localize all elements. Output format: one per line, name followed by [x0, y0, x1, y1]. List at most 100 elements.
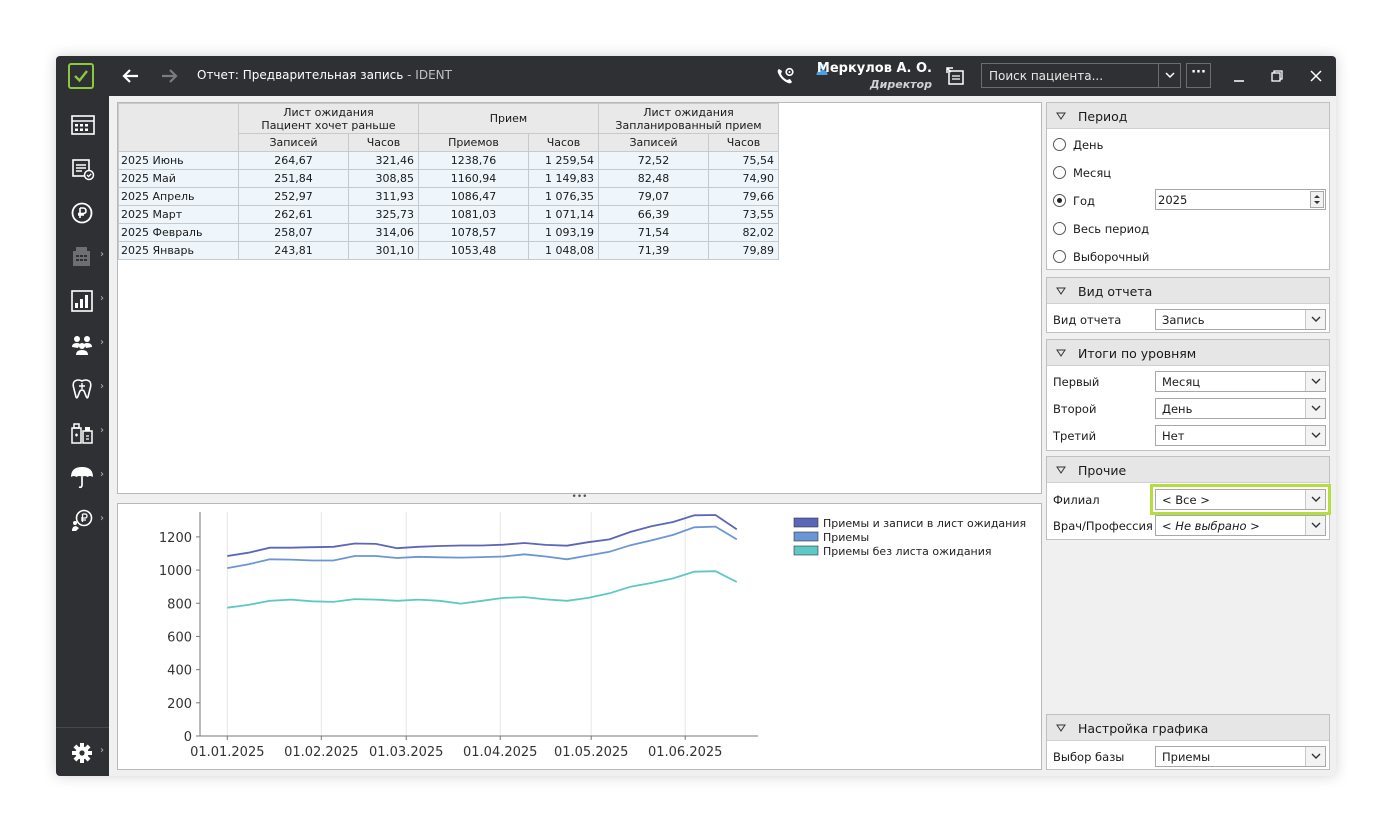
- row-label[interactable]: 2025 Январь: [118, 241, 239, 260]
- table-cell[interactable]: 72,52: [598, 151, 709, 170]
- sidebar-item-payroll[interactable]: ›: [56, 502, 109, 538]
- sidebar-item-schedule[interactable]: [56, 106, 109, 142]
- dropdown-button[interactable]: [1305, 747, 1325, 766]
- column-header[interactable]: Часов: [528, 133, 599, 152]
- column-group-header[interactable]: Лист ожидания Пациент хочет раньше: [238, 103, 419, 134]
- row-label[interactable]: 2025 Июнь: [118, 151, 239, 170]
- row-label[interactable]: 2025 Май: [118, 169, 239, 188]
- table-cell[interactable]: 258,07: [238, 223, 349, 242]
- table-cell[interactable]: 1 071,14: [528, 205, 599, 224]
- table-cell[interactable]: 1160,94: [418, 169, 529, 188]
- back-arrow-icon[interactable]: [120, 65, 142, 87]
- dropdown-button[interactable]: [1305, 516, 1325, 535]
- sidebar-item-settings[interactable]: ›: [56, 734, 109, 770]
- table-cell[interactable]: 1078,57: [418, 223, 529, 242]
- other-group-header[interactable]: Прочие: [1047, 457, 1329, 483]
- report-type-group-header[interactable]: Вид отчета: [1047, 278, 1329, 304]
- column-header[interactable]: Часов: [348, 133, 419, 152]
- period-group-header[interactable]: Период: [1047, 103, 1329, 129]
- table-cell[interactable]: 311,93: [348, 187, 419, 206]
- panel-splitter[interactable]: •••: [571, 492, 588, 502]
- table-cell[interactable]: 252,97: [238, 187, 349, 206]
- level-third-select[interactable]: Нет: [1155, 425, 1326, 446]
- sidebar-item-appointments[interactable]: [56, 150, 109, 186]
- row-label[interactable]: 2025 Март: [118, 205, 239, 224]
- table-cell[interactable]: 74,90: [708, 169, 779, 188]
- level-second-select[interactable]: День: [1155, 398, 1326, 419]
- radio-button[interactable]: [1053, 138, 1066, 151]
- column-header[interactable]: Записей: [598, 133, 709, 152]
- table-cell[interactable]: 1 259,54: [528, 151, 599, 170]
- table-cell[interactable]: 79,07: [598, 187, 709, 206]
- radio-button-selected[interactable]: [1053, 194, 1066, 207]
- table-cell[interactable]: 1086,47: [418, 187, 529, 206]
- dropdown-button[interactable]: [1305, 490, 1325, 509]
- table-row[interactable]: 2025 Июнь 264,67 321,46 1238,76 1 259,54 72,5…: [118, 151, 779, 170]
- app-logo-icon[interactable]: [68, 63, 94, 89]
- radio-button[interactable]: [1053, 222, 1066, 235]
- table-cell[interactable]: 1053,48: [418, 241, 529, 260]
- restore-icon[interactable]: [1266, 65, 1288, 87]
- sidebar-item-insurance[interactable]: ›: [56, 458, 109, 494]
- sidebar-item-dental[interactable]: ›: [56, 370, 109, 406]
- table-cell[interactable]: 325,73: [348, 205, 419, 224]
- dropdown-button[interactable]: [1305, 399, 1325, 418]
- table-cell[interactable]: 1238,76: [418, 151, 529, 170]
- table-cell[interactable]: 321,46: [348, 151, 419, 170]
- chart-base-select[interactable]: Приемы: [1155, 746, 1326, 767]
- sidebar-item-reports[interactable]: ›: [56, 282, 109, 318]
- column-header[interactable]: Часов: [708, 133, 779, 152]
- level-first-select[interactable]: Месяц: [1155, 371, 1326, 392]
- column-group-header[interactable]: Лист ожидания Запланированный прием: [598, 103, 779, 134]
- table-row[interactable]: 2025 Март 262,61 325,73 1081,03 1 071,14 66,3…: [118, 205, 779, 224]
- table-cell[interactable]: 1081,03: [418, 205, 529, 224]
- report-type-select[interactable]: Запись: [1155, 309, 1326, 330]
- patient-search[interactable]: [981, 63, 1181, 88]
- column-header[interactable]: Записей: [238, 133, 349, 152]
- sidebar-item-pharmacy[interactable]: ›: [56, 414, 109, 450]
- table-cell[interactable]: 262,61: [238, 205, 349, 224]
- sidebar-item-patients[interactable]: ›: [56, 326, 109, 362]
- table-row[interactable]: 2025 Январь 243,81 301,10 1053,48 1 048,08 71…: [118, 241, 779, 260]
- dropdown-button[interactable]: [1305, 372, 1325, 391]
- more-options-button[interactable]: ···: [1186, 63, 1211, 88]
- chart-settings-group-header[interactable]: Настройка графика: [1047, 715, 1329, 741]
- branch-select[interactable]: < Все >: [1150, 484, 1331, 515]
- close-icon[interactable]: [1305, 65, 1327, 87]
- doctor-select[interactable]: < Не выбрано >: [1155, 515, 1326, 536]
- phone-settings-icon[interactable]: [774, 65, 796, 87]
- table-row[interactable]: 2025 Февраль 258,07 314,06 1078,57 1 093,19 7…: [118, 223, 779, 242]
- table-cell[interactable]: 1 076,35: [528, 187, 599, 206]
- table-cell[interactable]: 66,39: [598, 205, 709, 224]
- levels-group-header[interactable]: Итоги по уровням: [1047, 340, 1329, 366]
- column-header[interactable]: Приемов: [418, 133, 529, 152]
- table-cell[interactable]: 308,85: [348, 169, 419, 188]
- table-cell[interactable]: 251,84: [238, 169, 349, 188]
- radio-button[interactable]: [1053, 166, 1066, 179]
- table-cell[interactable]: 71,54: [598, 223, 709, 242]
- table-cell[interactable]: 79,66: [708, 187, 779, 206]
- table-cell[interactable]: 1 149,83: [528, 169, 599, 188]
- table-cell[interactable]: 73,55: [708, 205, 779, 224]
- table-cell[interactable]: 82,02: [708, 223, 779, 242]
- minimize-icon[interactable]: [1228, 65, 1250, 87]
- table-row[interactable]: 2025 Май 251,84 308,85 1160,94 1 149,83 82,48…: [118, 169, 779, 188]
- search-dropdown-button[interactable]: [1158, 64, 1180, 87]
- table-cell[interactable]: 301,10: [348, 241, 419, 260]
- sidebar-item-register[interactable]: ›: [56, 238, 109, 274]
- current-user[interactable]: Меркулов А. О. Директор: [808, 59, 932, 93]
- table-cell[interactable]: 1 048,08: [528, 241, 599, 260]
- sidebar-item-finance[interactable]: [56, 194, 109, 230]
- year-spinner[interactable]: 2025: [1155, 189, 1326, 210]
- dropdown-button[interactable]: [1305, 310, 1325, 329]
- spinner-arrows-icon[interactable]: [1310, 191, 1324, 208]
- table-cell[interactable]: 264,67: [238, 151, 349, 170]
- table-row[interactable]: 2025 Апрель 252,97 311,93 1086,47 1 076,35 79…: [118, 187, 779, 206]
- row-label[interactable]: 2025 Февраль: [118, 223, 239, 242]
- row-label[interactable]: 2025 Апрель: [118, 187, 239, 206]
- forward-arrow-icon[interactable]: [158, 65, 180, 87]
- table-cell[interactable]: 1 093,19: [528, 223, 599, 242]
- column-group-header[interactable]: Прием: [418, 103, 599, 134]
- table-cell[interactable]: 75,54: [708, 151, 779, 170]
- table-cell[interactable]: 79,89: [708, 241, 779, 260]
